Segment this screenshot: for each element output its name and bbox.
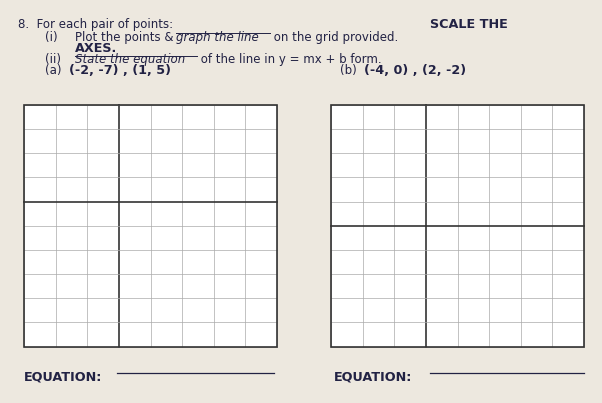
Text: (ii): (ii) bbox=[45, 53, 61, 66]
Text: of the line in y = mx + b form.: of the line in y = mx + b form. bbox=[197, 53, 382, 66]
Text: on the grid provided.: on the grid provided. bbox=[270, 31, 398, 44]
Text: SCALE THE: SCALE THE bbox=[430, 18, 508, 31]
Bar bbox=[24, 105, 277, 347]
Text: (a): (a) bbox=[45, 64, 61, 77]
Text: (b): (b) bbox=[340, 64, 357, 77]
Bar bbox=[331, 105, 584, 347]
Bar bbox=[331, 105, 584, 347]
Bar bbox=[24, 105, 277, 347]
Text: (-2, -7) , (1, 5): (-2, -7) , (1, 5) bbox=[69, 64, 171, 77]
Text: State the equation: State the equation bbox=[75, 53, 185, 66]
Text: (i): (i) bbox=[45, 31, 58, 44]
Text: (-4, 0) , (2, -2): (-4, 0) , (2, -2) bbox=[364, 64, 467, 77]
Text: Plot the points &: Plot the points & bbox=[75, 31, 178, 44]
Text: 8.  For each pair of points:: 8. For each pair of points: bbox=[18, 18, 173, 31]
Text: graph the line: graph the line bbox=[176, 31, 258, 44]
Text: AXES.: AXES. bbox=[75, 42, 117, 55]
Text: EQUATION:: EQUATION: bbox=[24, 371, 102, 384]
Text: EQUATION:: EQUATION: bbox=[334, 371, 412, 384]
